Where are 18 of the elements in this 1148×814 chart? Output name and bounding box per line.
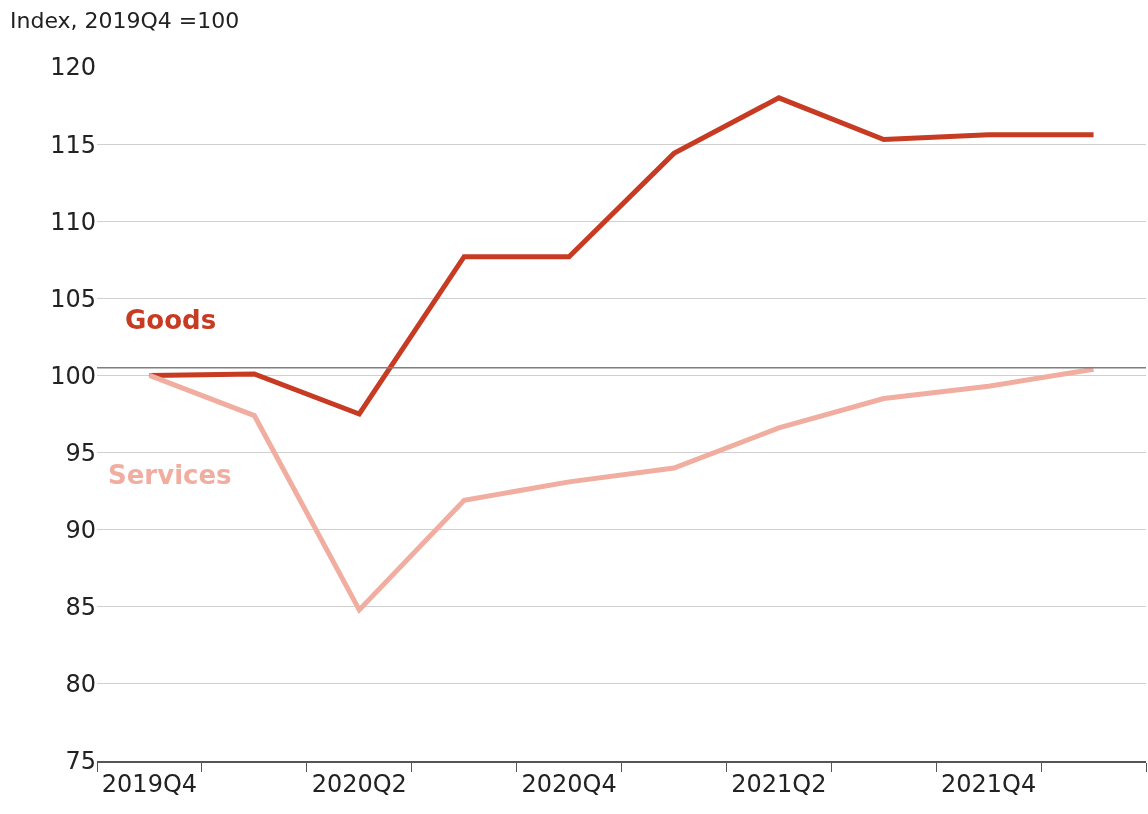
y-tick-label: 80 (65, 670, 96, 699)
y-tick-label: 85 (65, 593, 96, 622)
y-tick-label: 95 (65, 438, 96, 467)
y-tick-label: 100 (50, 361, 96, 390)
series-label: Services (108, 460, 232, 490)
x-tick-label: 2020Q4 (521, 769, 617, 798)
series-label: Goods (125, 305, 217, 335)
x-tick-label: 2021Q2 (731, 769, 827, 798)
x-tick-label: 2020Q2 (311, 769, 407, 798)
y-tick-label: 110 (50, 207, 96, 236)
y-tick-label: 105 (50, 284, 96, 313)
y-tick-label: 120 (50, 53, 96, 82)
x-tick-label: 2021Q4 (941, 769, 1037, 798)
x-tick-label: 2019Q4 (101, 769, 198, 798)
y-axis-title: Index, 2019Q4 =100 (10, 8, 240, 33)
y-tick-label: 75 (65, 747, 96, 776)
y-tick-label: 90 (65, 516, 96, 545)
y-tick-label: 115 (50, 130, 96, 159)
